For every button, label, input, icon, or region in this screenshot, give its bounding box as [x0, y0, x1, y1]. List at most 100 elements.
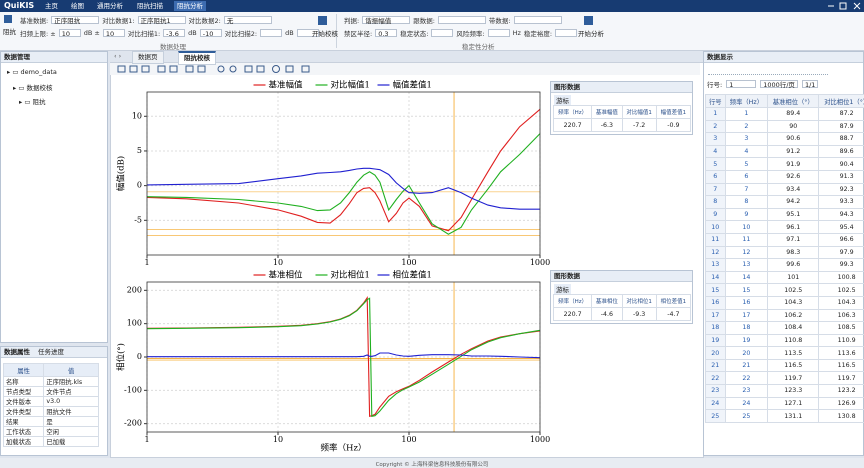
panel-tab[interactable]: 数据属性	[4, 348, 30, 356]
separator	[336, 14, 337, 48]
data-row[interactable]: 19 19 110.8 110.9	[705, 333, 864, 348]
input-box[interactable]	[260, 29, 283, 37]
data-row[interactable]: 3 3 90.6 88.7	[705, 132, 864, 146]
data-cell: 24	[724, 396, 769, 411]
data-row[interactable]: 9 9 95.1 94.3	[705, 207, 864, 222]
input-box[interactable]	[513, 16, 562, 24]
menu-item[interactable]: 阻抗扫描	[137, 2, 163, 10]
data-cell: 23	[705, 384, 726, 398]
data-cell: 96.1	[767, 220, 820, 234]
data-row[interactable]: 18 18 108.4 108.5	[705, 321, 864, 335]
tree-item[interactable]: ▸ ▭ demo_data	[7, 68, 57, 76]
data-row[interactable]: 15 15 102.5 102.5	[705, 283, 864, 297]
input-box[interactable]: 10	[102, 29, 125, 38]
data-row[interactable]: 1 1 89.4 87.2	[705, 107, 864, 121]
header-row: 频率（Hz） 基准相位 对比相位1 相位差值1	[552, 294, 692, 308]
input-box[interactable]: 10	[58, 29, 81, 38]
tree-item[interactable]: ▸ ▭ 数据校核	[13, 84, 53, 92]
data-cell: 9	[724, 207, 769, 222]
data-cell: 20	[705, 346, 726, 360]
input-box[interactable]: -3.6	[163, 29, 186, 38]
panel-title: 图形数据	[551, 82, 692, 93]
data-cell: 89.6	[818, 144, 864, 159]
data-row[interactable]: 6 6 92.6 91.3	[705, 169, 864, 184]
input-box[interactable]: -10	[199, 29, 222, 38]
toolbar-icons[interactable]	[110, 63, 330, 75]
data-row[interactable]: 13 13 99.6 99.3	[705, 258, 864, 272]
value-cell: 220.7	[552, 307, 593, 321]
data-cell: 11	[705, 232, 726, 247]
input-box[interactable]	[296, 29, 319, 37]
page-indicator[interactable]: 1/1	[801, 80, 819, 89]
data-row[interactable]: 11 11 97.1 96.6	[705, 232, 864, 247]
tree-item[interactable]: ▸ ▭ 阻抗	[19, 98, 46, 106]
data-row[interactable]: 24 24 127.1 126.9	[705, 396, 864, 411]
data-cell: 93.3	[818, 195, 864, 209]
data-cell: 110.9	[818, 333, 864, 348]
toolbar-icons[interactable]	[708, 66, 828, 75]
per-page[interactable]: 1000行/页	[760, 80, 798, 89]
tab[interactable]: 阻抗校核	[178, 51, 216, 65]
property-cell: 文件类型	[2, 406, 45, 417]
data-row[interactable]: 22 22 119.7 119.7	[705, 371, 864, 386]
field-label: 对比扫描1:	[127, 30, 161, 38]
data-cell: 14	[705, 270, 726, 285]
menu-item[interactable]: 通用分析	[97, 2, 123, 10]
data-row[interactable]: 14 14 101 100.8	[705, 270, 864, 285]
row-input[interactable]: 1	[726, 80, 757, 89]
data-cell: 15	[724, 283, 769, 297]
data-cell: 94.2	[767, 195, 820, 209]
data-cell: 100.8	[818, 270, 864, 285]
input-box[interactable]	[437, 16, 486, 24]
input-box[interactable]	[431, 29, 454, 37]
data-row[interactable]: 23 23 123.3 123.2	[705, 384, 864, 398]
input-box[interactable]	[487, 29, 510, 37]
window-controls[interactable]	[826, 2, 862, 10]
data-row[interactable]: 25 25 131.1 130.8	[705, 409, 864, 423]
data-cell: 98.3	[767, 245, 820, 260]
action-button[interactable]: 开始校核	[312, 30, 338, 38]
data-cell: 22	[705, 371, 726, 386]
input-box[interactable]	[555, 29, 578, 37]
data-cell: 99.3	[818, 258, 864, 272]
field-label: 风险频率:	[456, 30, 485, 38]
data-row[interactable]: 8 8 94.2 93.3	[705, 195, 864, 209]
action-button[interactable]: 开始分析	[578, 30, 604, 38]
data-row[interactable]: 4 4 91.2 89.6	[705, 144, 864, 159]
menu-item[interactable]: 阻抗分析	[174, 1, 206, 11]
value-cell: -9.3	[621, 307, 657, 321]
data-cell: 97.1	[767, 232, 820, 247]
data-row[interactable]: 7 7 93.4 92.3	[705, 182, 864, 197]
data-row[interactable]: 21 21 116.5 116.5	[705, 358, 864, 373]
data-cell: 91.2	[767, 144, 820, 159]
input-box[interactable]: 0.3	[375, 29, 398, 38]
data-row[interactable]: 5 5 91.9 90.4	[705, 157, 864, 171]
tab[interactable]: 数据页	[132, 51, 164, 64]
data-row[interactable]: 16 16 104.3 104.3	[705, 295, 864, 310]
ribbon-icon[interactable]	[4, 15, 12, 23]
data-row[interactable]: 17 17 106.2 106.3	[705, 308, 864, 323]
input-box[interactable]: 正序阻抗1	[137, 16, 186, 25]
property-cell: 名称	[2, 376, 45, 387]
menu-item[interactable]: 主页	[45, 2, 58, 10]
field-label: 判据:	[344, 17, 360, 25]
data-row[interactable]: 10 10 96.1 95.4	[705, 220, 864, 234]
button-icon[interactable]	[584, 16, 593, 25]
header-cell: 对比幅值1	[621, 105, 657, 119]
data-cell: 116.5	[818, 358, 864, 373]
field-label: Hz	[512, 29, 521, 37]
header-cell: 基准幅值	[591, 105, 623, 119]
data-row[interactable]: 12 12 98.3 97.9	[705, 245, 864, 260]
cursor-table: 频率（Hz） 基准相位 对比相位1 相位差值1 220.7 -4.6 -9.3 -4.7	[552, 294, 692, 321]
data-cell: 8	[705, 195, 726, 209]
input-box[interactable]: 正序阻抗	[51, 16, 100, 25]
input-box[interactable]: 无	[223, 16, 272, 25]
data-row[interactable]: 2 2 90 87.9	[705, 119, 864, 134]
panel-tab[interactable]: 任务进度	[38, 348, 64, 356]
menu-item[interactable]: 绘图	[71, 2, 84, 10]
input-box[interactable]: 谐振幅值	[362, 16, 411, 25]
button-icon[interactable]	[318, 16, 327, 25]
data-row[interactable]: 20 20 113.5 113.6	[705, 346, 864, 360]
data-cell: 95.1	[767, 207, 820, 222]
